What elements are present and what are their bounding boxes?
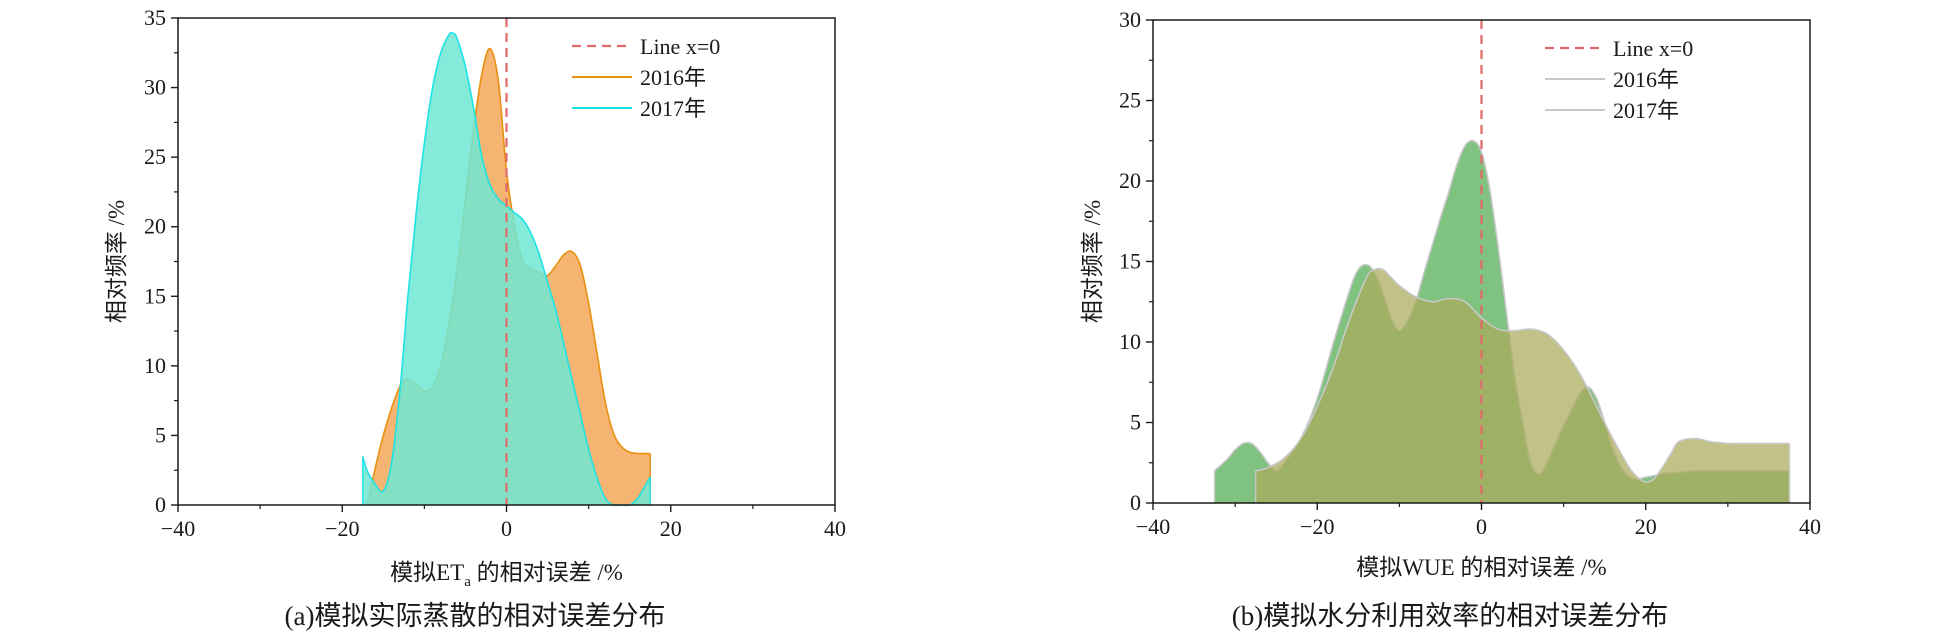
y-tick-label: 15 [1119,249,1141,274]
x-tick-label: 40 [1799,514,1821,539]
x-tick-label: −20 [325,516,359,541]
legend-label: 2016年 [640,65,706,90]
panel-a: −40 −20 0 20 40 0 5 10 15 20 25 30 35 相对频率 /% 模拟ETa 的相… [104,5,846,631]
x-tick-label: 20 [1635,514,1657,539]
series-line-2 [362,31,651,507]
x-tick-label: 20 [660,516,682,541]
legend: Line x=0 2016年 2017年 [572,34,720,121]
series-area-2 [362,32,651,506]
y-tick-label: 25 [144,144,166,169]
x-axis: −40 −20 0 20 40 [1136,503,1821,539]
y-tick-label: 30 [1119,7,1141,32]
y-axis-label: 相对频率 /% [1080,200,1105,323]
x-tick-label: 0 [1476,514,1487,539]
x-axis-label-main: 模拟ET [390,560,464,585]
y-tick-label: 25 [1119,88,1141,113]
x-tick-label: −40 [1136,514,1170,539]
y-tick-label: 15 [144,283,166,308]
y-tick-label: 10 [1119,329,1141,354]
legend-label: 2017年 [640,96,706,121]
series-line-1 [1214,139,1790,480]
y-tick-label: 0 [155,492,166,517]
y-axis-label: 相对频率 /% [104,200,129,323]
x-tick-label: 40 [824,516,846,541]
x-tick-label: −40 [161,516,195,541]
x-tick-label: −20 [1300,514,1334,539]
y-tick-label: 20 [144,214,166,239]
x-axis-label-tail: 的相对误差 /% [471,560,623,585]
y-tick-label: 10 [144,353,166,378]
legend: Line x=0 2016年 2017年 [1545,36,1693,123]
legend-label: 2017年 [1613,98,1679,123]
legend-label: Line x=0 [1613,36,1693,61]
x-axis-label: 模拟WUE 的相对误差 /% [1356,555,1606,580]
x-axis-label-subscript: a [464,574,471,590]
legend-label: Line x=0 [640,34,720,59]
series-line-2 [1255,267,1790,483]
x-axis: −40 −20 0 20 40 [161,505,846,541]
x-axis-label: 模拟ETa 的相对误差 /% [390,560,623,590]
y-tick-label: 35 [144,5,166,30]
y-tick-label: 5 [155,422,166,447]
y-tick-label: 30 [144,75,166,100]
panel-caption: (a)模拟实际蒸散的相对误差分布 [285,601,666,631]
y-tick-label: 5 [1130,410,1141,435]
legend-label: 2016年 [1613,67,1679,92]
y-tick-label: 20 [1119,168,1141,193]
x-tick-label: 0 [501,516,512,541]
y-tick-label: 0 [1130,490,1141,515]
series-area-2 [1255,268,1790,503]
y-axis: 0 5 10 15 20 25 30 [1119,7,1153,515]
panel-b: −40 −20 0 20 40 0 5 10 15 20 25 30 相对频率 /% 模拟WUE 的相对误… [1080,7,1821,631]
y-axis: 0 5 10 15 20 25 30 35 [144,5,178,517]
panel-caption: (b)模拟水分利用效率的相对误差分布 [1232,601,1668,631]
